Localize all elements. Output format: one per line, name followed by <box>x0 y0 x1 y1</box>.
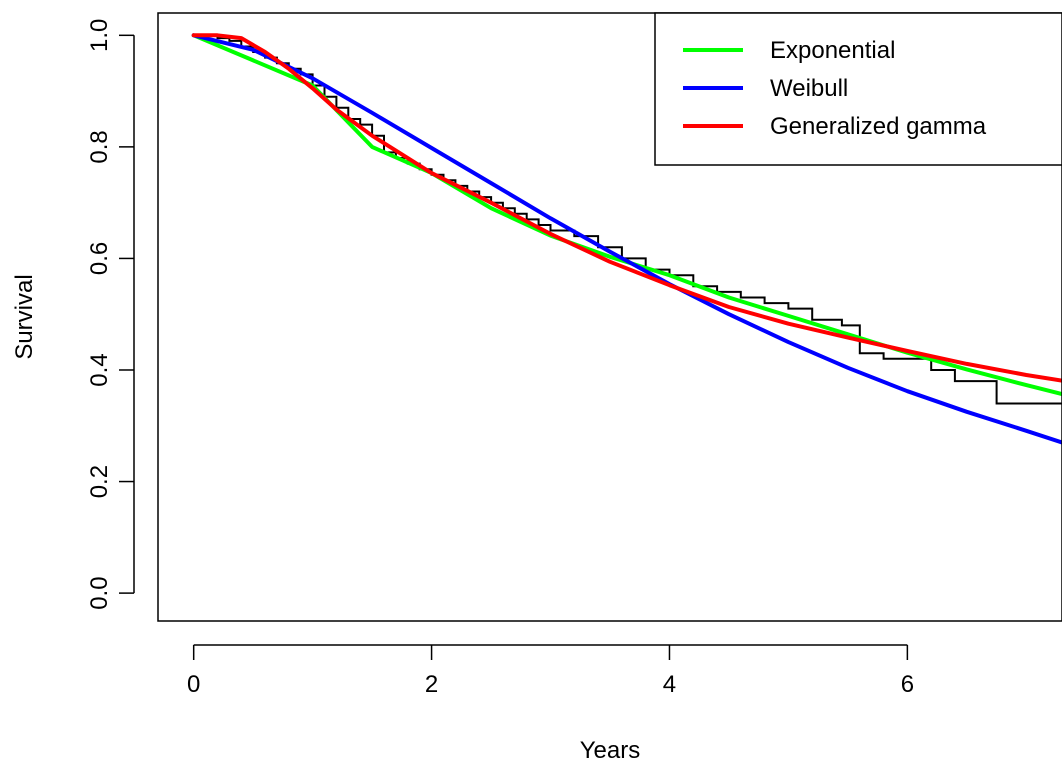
y-tick-label: 1.0 <box>86 19 113 52</box>
y-tick-label: 0.8 <box>86 130 113 163</box>
y-axis-title: Survival <box>11 274 38 359</box>
axes: 0 2 4 6 0.0 0.2 0.4 0.6 0.8 1.0 <box>86 19 914 698</box>
legend-label: Generalized gamma <box>770 113 987 140</box>
series-line-generalized-gamma <box>191 33 1062 383</box>
x-tick-label: 0 <box>187 671 200 698</box>
x-tick-label: 2 <box>425 671 438 698</box>
legend-label: Exponential <box>770 37 895 64</box>
series-line-weibull <box>191 33 1062 445</box>
kaplan-meier-curve <box>193 34 1062 405</box>
y-tick-label: 0.6 <box>86 242 113 275</box>
x-tick-label: 6 <box>901 671 914 698</box>
plot-area <box>191 33 1062 445</box>
x-axis-title: Years <box>580 737 641 764</box>
legend: Exponential Weibull Generalized gamma <box>654 12 1062 166</box>
plot-frame <box>157 12 1062 622</box>
y-tick-label: 0.4 <box>86 353 113 386</box>
x-tick-label: 4 <box>663 671 676 698</box>
legend-label: Weibull <box>770 75 848 102</box>
y-tick-label: 0.0 <box>86 576 113 609</box>
y-tick-label: 0.2 <box>86 465 113 498</box>
